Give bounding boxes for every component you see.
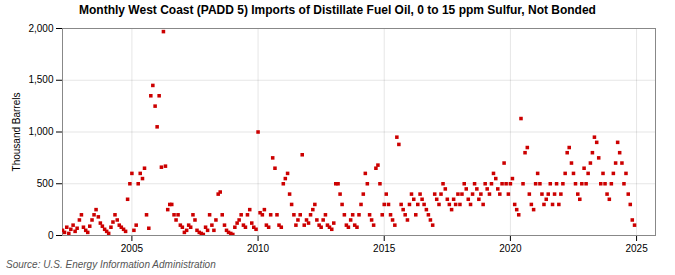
svg-text:2020: 2020 [499,243,522,254]
svg-text:2005: 2005 [121,243,144,254]
svg-text:2025: 2025 [625,243,648,254]
html-text:Source: U.S. Energy Informatio: Source: U.S. Energy Information Administ… [6,259,216,270]
html-text:Monthly West Coast (PADD 5) Im: Monthly West Coast (PADD 5) Imports of D… [79,3,596,17]
svg-text:0: 0 [48,230,54,241]
svg-text:500: 500 [37,178,54,189]
svg-text:1,500: 1,500 [28,74,53,85]
svg-text:2,000: 2,000 [28,23,53,34]
svg-text:2015: 2015 [373,243,396,254]
svg-text:Thousand Barrels: Thousand Barrels [11,93,22,172]
svg-text:1,000: 1,000 [28,126,53,137]
svg-text:2010: 2010 [247,243,270,254]
